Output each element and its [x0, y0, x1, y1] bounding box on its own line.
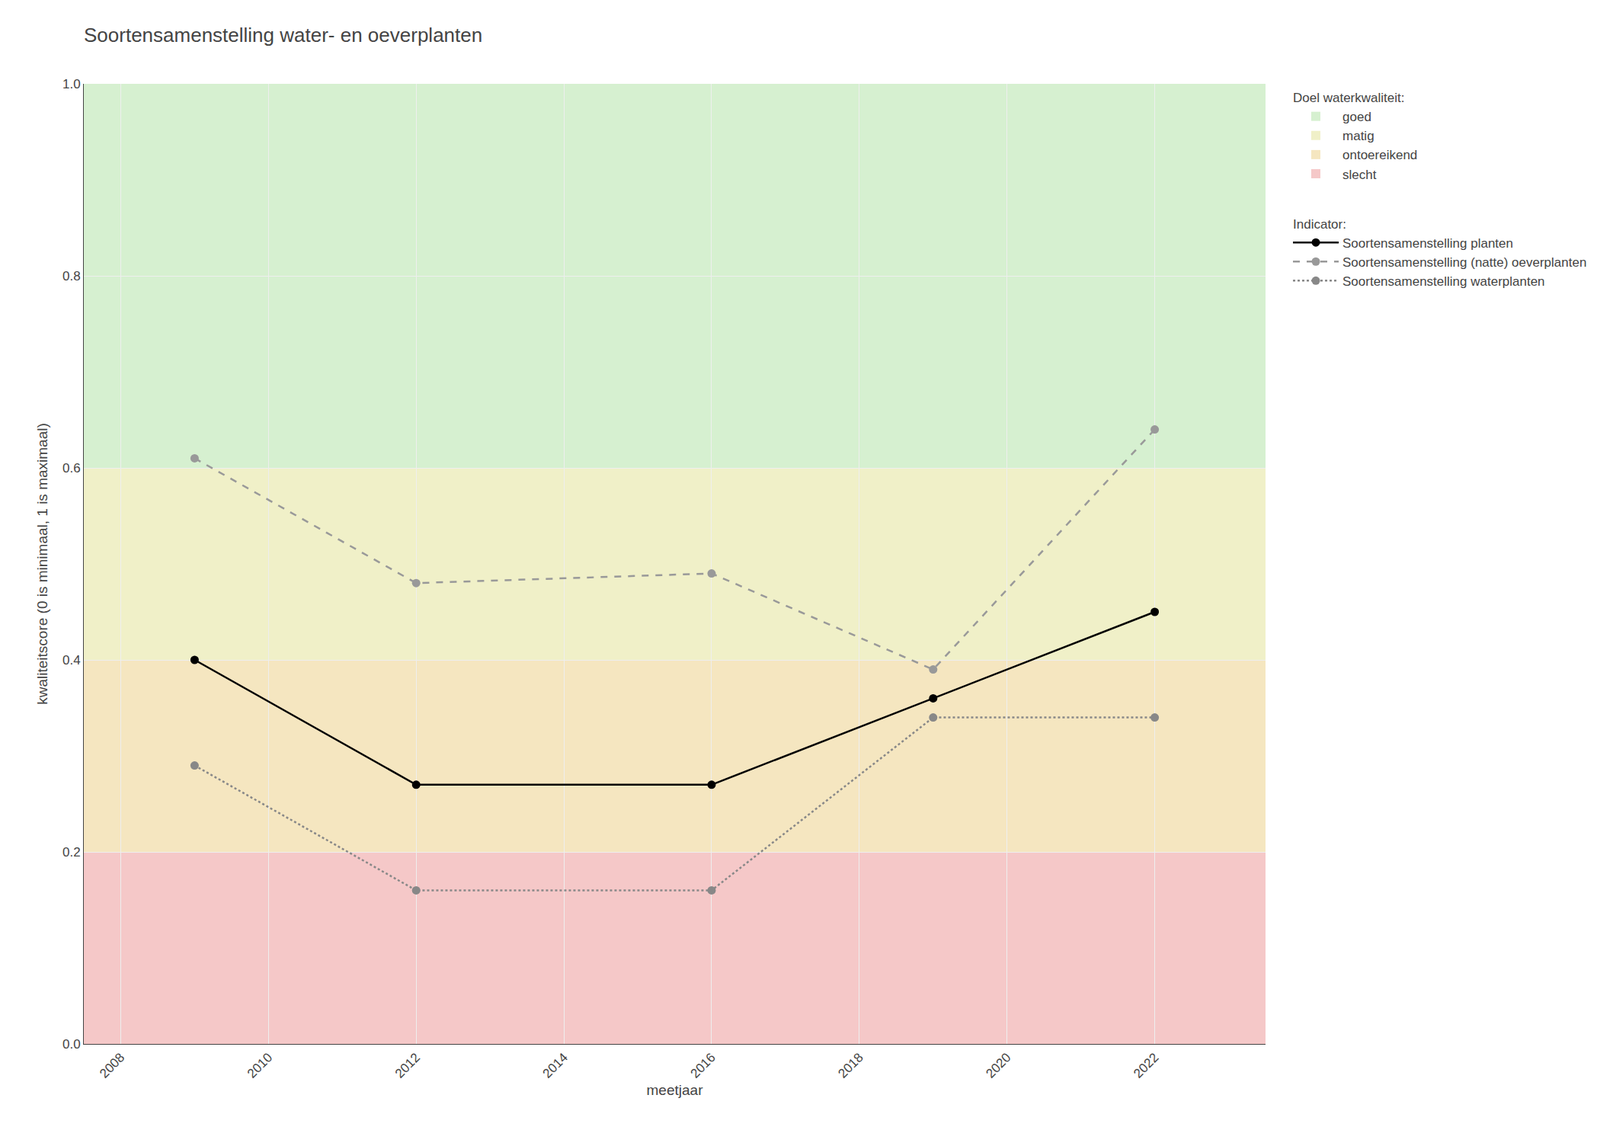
svg-text:goed: goed: [1342, 109, 1372, 125]
svg-text:kwaliteitscore (0 is minimaal,: kwaliteitscore (0 is minimaal, 1 is maxi…: [34, 422, 51, 705]
svg-text:1.0: 1.0: [62, 76, 81, 92]
svg-text:2012: 2012: [392, 1049, 423, 1081]
svg-text:Soortensamenstelling planten: Soortensamenstelling planten: [1342, 236, 1514, 251]
svg-text:Soortensamenstelling water- en: Soortensamenstelling water- en oeverplan…: [83, 23, 483, 47]
svg-text:0.2: 0.2: [62, 844, 81, 860]
svg-text:2018: 2018: [835, 1049, 866, 1081]
svg-text:2016: 2016: [688, 1049, 719, 1081]
svg-text:0.0: 0.0: [62, 1036, 81, 1052]
svg-text:meetjaar: meetjaar: [646, 1081, 704, 1098]
svg-text:ontoereikend: ontoereikend: [1342, 147, 1418, 163]
svg-text:0.8: 0.8: [62, 268, 81, 284]
svg-text:2022: 2022: [1130, 1049, 1162, 1081]
svg-text:2014: 2014: [540, 1049, 571, 1081]
svg-text:2008: 2008: [96, 1049, 128, 1081]
svg-text:0.6: 0.6: [62, 460, 81, 476]
svg-text:Soortensamenstelling (natte) o: Soortensamenstelling (natte) oeverplante…: [1342, 255, 1587, 270]
svg-text:0.4: 0.4: [62, 652, 81, 668]
svg-text:Soortensamenstelling waterplan: Soortensamenstelling waterplanten: [1342, 274, 1546, 289]
svg-text:2020: 2020: [982, 1049, 1014, 1081]
svg-text:Doel waterkwaliteit:: Doel waterkwaliteit:: [1292, 90, 1405, 106]
svg-text:Indicator:: Indicator:: [1292, 217, 1347, 232]
svg-text:matig: matig: [1342, 128, 1375, 144]
svg-text:2010: 2010: [244, 1049, 276, 1081]
svg-text:slecht: slecht: [1342, 167, 1377, 183]
